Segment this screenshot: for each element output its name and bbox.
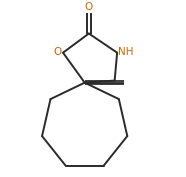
Text: NH: NH <box>118 47 133 57</box>
Text: O: O <box>85 2 93 12</box>
Text: O: O <box>53 47 61 57</box>
